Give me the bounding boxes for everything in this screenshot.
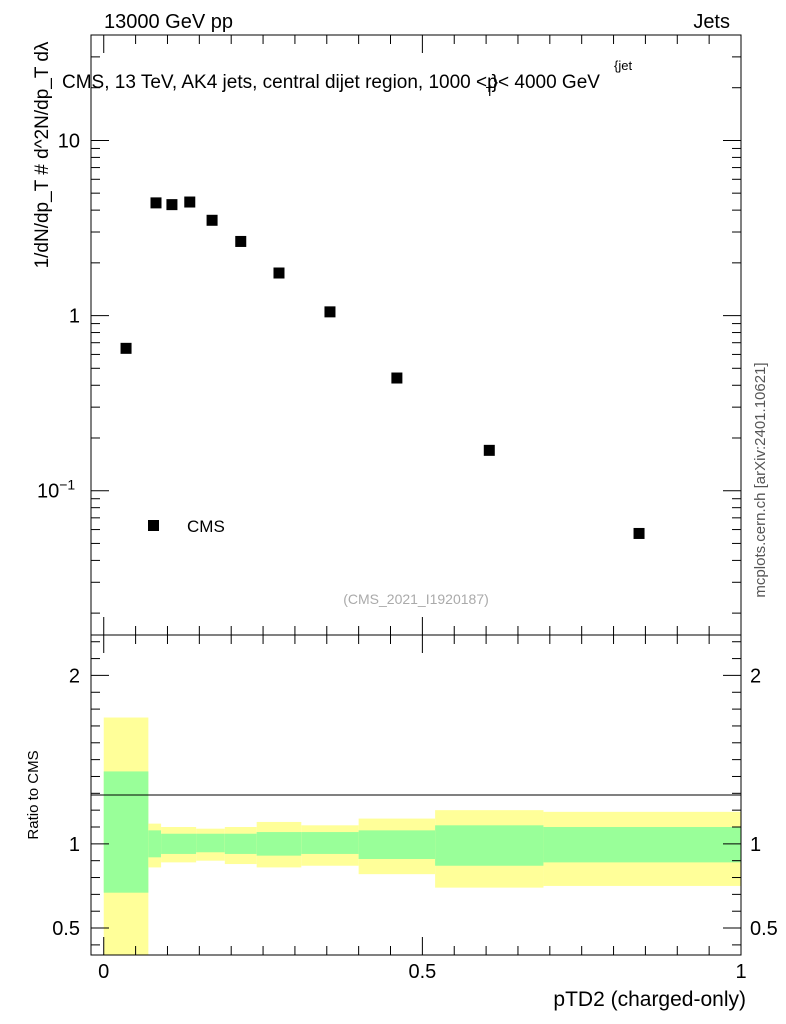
data-point	[150, 197, 162, 209]
stat-uncertainty-band	[103, 771, 149, 893]
lower-frame	[90, 634, 742, 956]
lower-ytick-label-right: 0.5	[750, 918, 778, 940]
side-label: mcplots.cern.ch [arXiv:2401.10621]	[752, 362, 769, 597]
upper-axis-ticks	[91, 34, 742, 635]
data-point	[483, 444, 495, 456]
lower-ytick-labels: 2 2 1 1 0.5 0.5	[52, 665, 778, 940]
lower-ylabel: Ratio to CMS	[25, 750, 42, 839]
lower-ytick-label-left: 2	[69, 665, 80, 687]
data-point	[235, 235, 247, 247]
lower-ytick-label-right: 1	[750, 834, 761, 856]
data-point	[206, 214, 218, 226]
lower-xtick-labels: 0 0.5 1	[98, 961, 746, 983]
lower-panel: 2 21 10.5 0.5 0 0.5 1 Ratio to CMS pTD2 (char…	[25, 634, 778, 1011]
title-sub: T	[486, 84, 494, 99]
ytick-base: 10	[37, 481, 59, 503]
legend-marker	[148, 520, 159, 531]
data-points	[120, 196, 645, 539]
upper-frame	[90, 34, 742, 636]
stat-uncertainty-band	[161, 833, 197, 854]
watermark-label: (CMS_2021_I1920187)	[343, 591, 489, 607]
energy-label: 13000 GeV pp	[104, 11, 233, 33]
jets-label: Jets	[693, 11, 730, 33]
stat-uncertainty-band	[301, 832, 359, 854]
lower-ytick-label-left: 0.5	[52, 918, 80, 940]
data-point	[120, 342, 132, 354]
data-point	[273, 267, 285, 279]
data-point	[391, 372, 403, 384]
lower-ytick-label-right: 2	[750, 665, 761, 687]
upper-ytick-label: 10	[58, 130, 80, 152]
data-point	[166, 199, 178, 211]
xtick-label: 1	[735, 961, 746, 983]
upper-ytick-label: 1	[69, 306, 80, 328]
lower-axis-ticks	[91, 635, 742, 955]
upper-ytick-label: 10−1	[37, 477, 75, 503]
x-axis-label: pTD2 (charged-only)	[553, 988, 746, 1011]
stat-uncertainty-band	[358, 830, 436, 859]
stat-uncertainty-band	[435, 825, 544, 866]
data-point	[633, 527, 645, 539]
title-sup: {jet	[614, 58, 632, 73]
title-main: CMS, 13 TeV, AK4 jets, central dijet reg…	[62, 72, 498, 93]
legend-label: CMS	[187, 517, 225, 536]
data-point	[324, 306, 336, 318]
stat-uncertainty-band	[148, 830, 162, 858]
chart-title: CMS, 13 TeV, AK4 jets, central dijet reg…	[62, 72, 600, 99]
xtick-label: 0	[98, 961, 109, 983]
xtick-label: 0.5	[408, 961, 436, 983]
ratio-bands	[103, 717, 741, 955]
stat-uncertainty-band	[196, 833, 225, 853]
ytick-exponent: −1	[59, 477, 75, 493]
data-point	[184, 196, 196, 208]
stat-uncertainty-band	[256, 832, 302, 856]
stat-uncertainty-band	[543, 827, 741, 863]
stat-uncertainty-band	[224, 833, 257, 854]
lower-ytick-label-left: 1	[69, 834, 80, 856]
upper-ylabel: 1/dN/dp_T # d^2N/dp_T dλ	[32, 41, 53, 268]
title-tail: }< 4000 GeV	[492, 72, 601, 93]
